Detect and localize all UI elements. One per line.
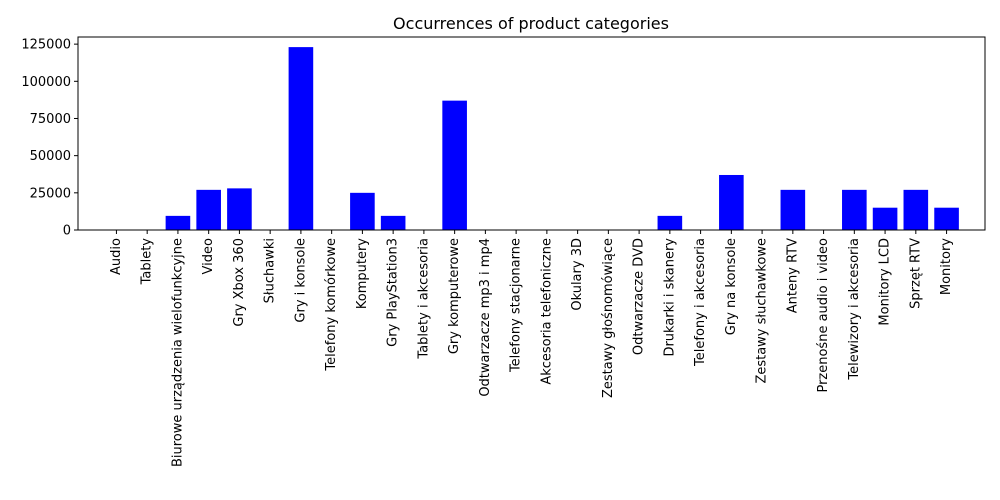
- bar: [380, 215, 406, 230]
- x-tick-label: Okulary 3D: [570, 238, 585, 311]
- x-tick-label: Przenośne audio i video: [816, 238, 831, 393]
- chart-title: Occurrences of product categories: [393, 14, 669, 33]
- x-tick-label: Zestawy głośnomówiące: [601, 238, 616, 398]
- x-tick-label: Monitory: [939, 238, 954, 295]
- x-tick-label: Gry komputerowe: [447, 238, 462, 354]
- y-axis: 0 25000 50000 75000 100000 125000: [21, 38, 78, 239]
- x-tick-label: Tablety i akcesoria: [416, 238, 431, 360]
- x-tick-label: Video: [201, 238, 216, 274]
- x-tick-label: Gry Xbox 360: [232, 238, 247, 327]
- x-tick-label: Zestawy słuchawkowe: [755, 238, 770, 384]
- x-tick-label: Tablety: [140, 238, 155, 286]
- x-tick-label: Słuchawki: [263, 238, 278, 303]
- x-tick-label: Komputery: [355, 238, 370, 309]
- y-tick-label: 25000: [30, 186, 71, 201]
- x-tick-label: Gry i konsole: [293, 238, 308, 323]
- bar: [872, 207, 898, 230]
- x-tick-label: Gry na konsole: [724, 238, 739, 335]
- x-tick-label: Audio: [109, 238, 124, 275]
- x-tick-label: Biurowe urządzenia wielofunkcyjne: [170, 238, 185, 467]
- bar: [165, 215, 191, 230]
- x-tick-label: Monitory LCD: [878, 238, 893, 326]
- x-tick-label: Telewizory i akcesoria: [847, 238, 862, 381]
- x-tick-label: Telefony komórkowe: [324, 238, 339, 372]
- y-tick-label: 75000: [30, 112, 71, 127]
- y-tick-label: 100000: [21, 75, 71, 90]
- x-tick-label: Anteny RTV: [785, 238, 800, 313]
- bar: [350, 192, 375, 230]
- bar: [657, 215, 683, 230]
- x-tick-label: Odtwarzacze DVD: [632, 238, 647, 355]
- bar: [227, 188, 252, 230]
- x-tick-label: Odtwarzacze mp3 i mp4: [478, 238, 493, 397]
- x-tick-label: Drukarki i skanery: [662, 238, 677, 357]
- bars-group: [165, 47, 959, 230]
- bar: [903, 189, 929, 230]
- bar: [842, 189, 867, 230]
- bar: [288, 47, 314, 230]
- bar: [934, 207, 959, 230]
- x-tick-label: Akcesoria telefoniczne: [539, 238, 554, 385]
- x-tick-label: Telefony stacjonarne: [509, 238, 524, 373]
- x-tick-label: Sprzęt RTV: [908, 238, 923, 309]
- y-tick-label: 0: [63, 224, 71, 239]
- bar: [719, 174, 744, 230]
- x-tick-label: Telefony i akcesoria: [693, 238, 708, 367]
- bar: [196, 189, 221, 230]
- bar: [442, 100, 467, 230]
- x-tick-label: Gry PlayStation3: [386, 238, 401, 347]
- y-tick-label: 125000: [21, 38, 71, 53]
- x-axis: Audio Tablety Biurowe urządzenia wielofunk…: [109, 230, 954, 467]
- bar: [780, 189, 806, 230]
- plot-frame: [77, 36, 986, 231]
- y-tick-label: 50000: [30, 149, 71, 164]
